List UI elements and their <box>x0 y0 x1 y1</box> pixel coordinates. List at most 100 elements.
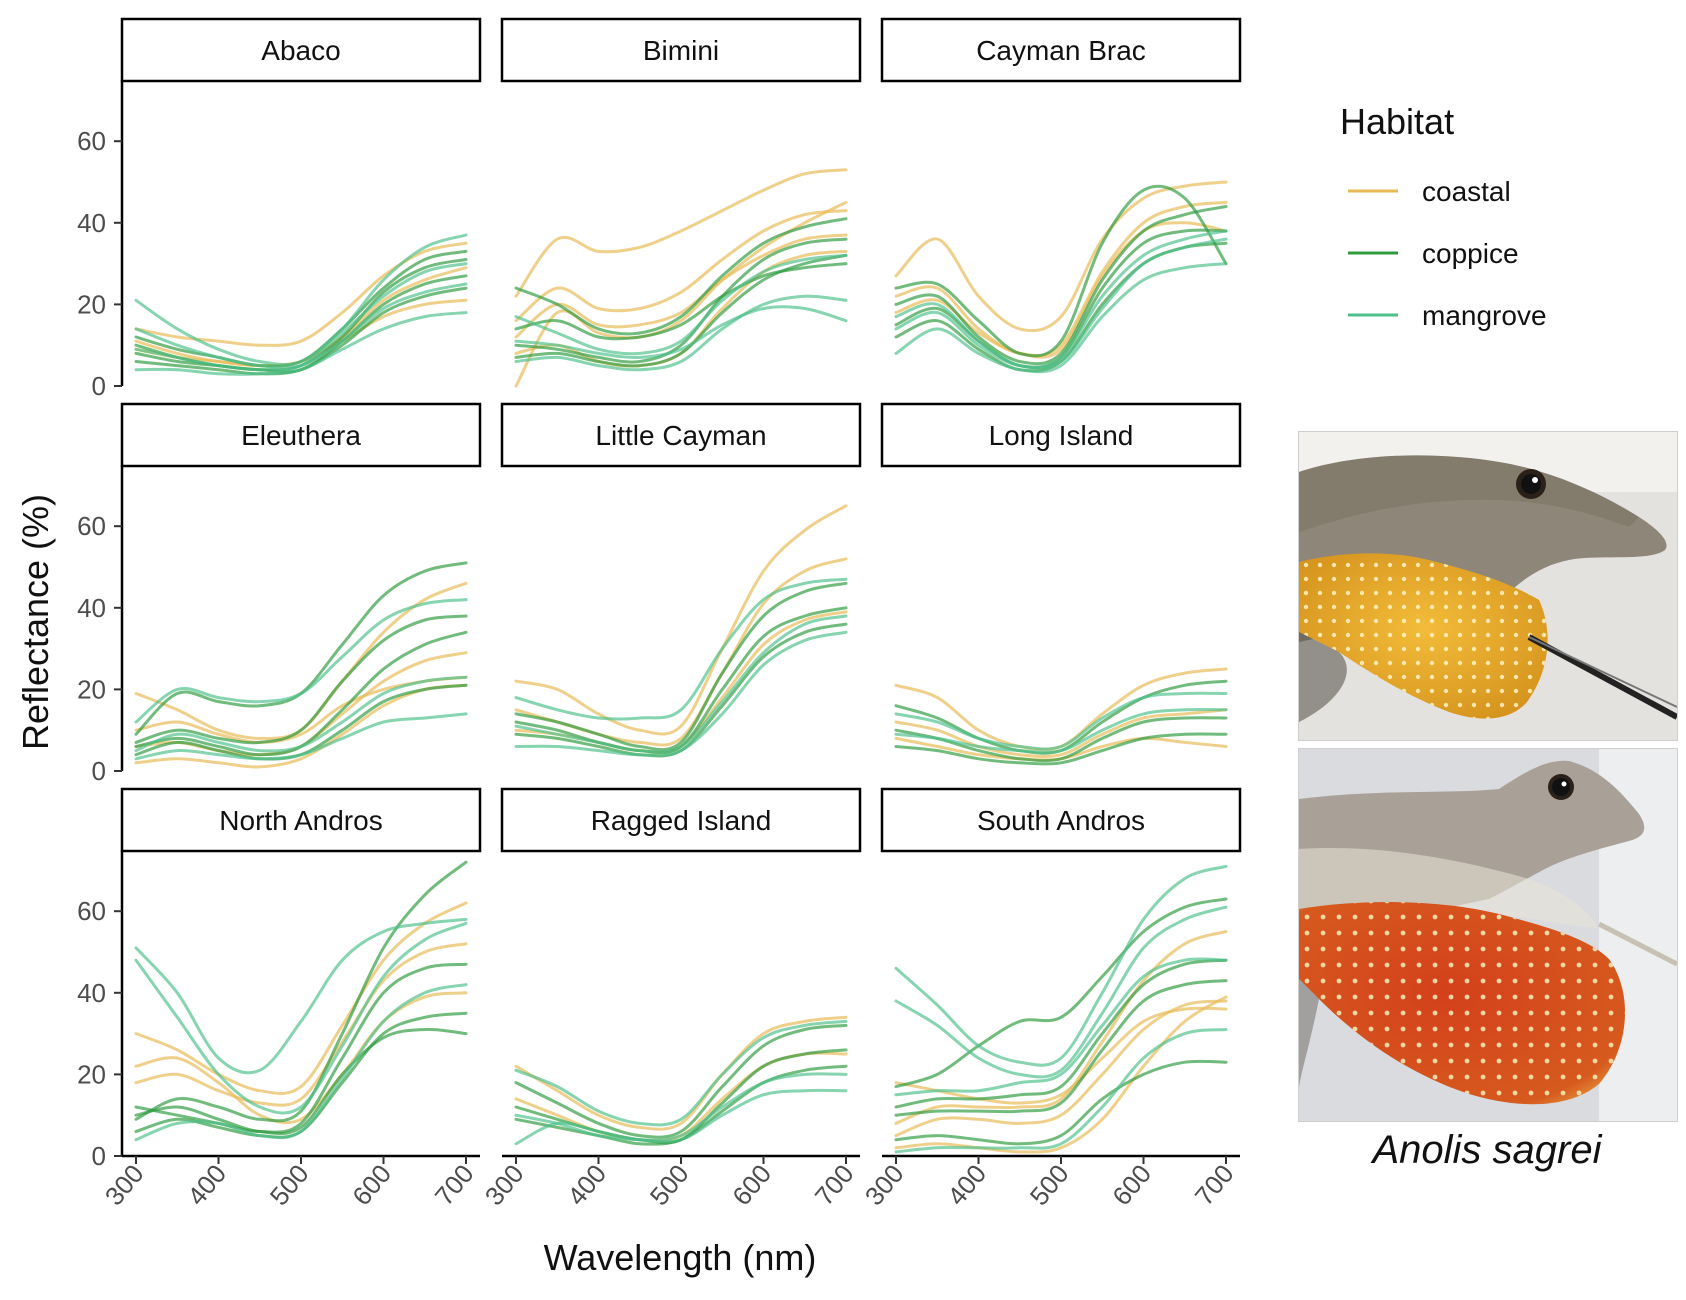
series-line-mangrove <box>514 253 848 356</box>
legend-label-coastal: coastal <box>1422 176 1511 207</box>
series-line-mangrove <box>134 675 468 753</box>
series-line-mangrove <box>134 233 468 366</box>
x-tick-label: 300 <box>859 1159 910 1212</box>
series-line-coastal <box>134 991 468 1125</box>
y-tick-label: 20 <box>77 1059 106 1089</box>
legend-title: Habitat <box>1340 101 1454 142</box>
series-line-coppice <box>894 205 1228 366</box>
series-lines <box>894 180 1228 374</box>
series-line-coppice <box>134 962 468 1134</box>
facet-strip <box>500 402 862 468</box>
facet-strip <box>500 787 862 853</box>
series-line-coastal <box>894 200 1228 358</box>
y-tick-label: 20 <box>77 289 106 319</box>
series-line-coppice <box>514 581 848 752</box>
series-line-coppice <box>134 1027 468 1136</box>
x-tick-label: 700 <box>809 1159 860 1212</box>
series-line-mangrove <box>134 983 468 1142</box>
series-line-coastal <box>134 901 468 1096</box>
series-line-coppice <box>134 614 468 745</box>
series-line-mangrove <box>514 305 848 360</box>
series-line-mangrove <box>134 311 468 376</box>
species-caption: Anolis sagrei <box>1372 1128 1602 1172</box>
series-lines <box>134 233 468 376</box>
x-tick-label: 400 <box>561 1159 612 1212</box>
facet-title: Cayman Brac <box>976 35 1146 66</box>
x-tick-label: 400 <box>181 1159 232 1212</box>
legend-label-mangrove: mangrove <box>1422 300 1547 331</box>
facet-title: Abaco <box>261 35 340 66</box>
series-line-coastal <box>894 930 1228 1125</box>
y-tick-label: 60 <box>77 896 106 926</box>
series-line-coppice <box>894 184 1228 358</box>
facet-title: Ragged Island <box>591 805 772 836</box>
facet-strip <box>500 17 862 83</box>
series-line-mangrove <box>894 229 1228 369</box>
series-line-coastal <box>134 942 468 1107</box>
y-tick-label: 60 <box>77 126 106 156</box>
x-tick-label: 600 <box>726 1159 777 1212</box>
facet-panel: Bimini <box>500 17 862 388</box>
series-line-coastal <box>514 1015 848 1131</box>
x-tick-label: 700 <box>1189 1159 1240 1212</box>
series-line-coastal <box>894 1006 1228 1105</box>
series-line-mangrove <box>894 905 1228 1079</box>
facet-strip <box>120 17 482 83</box>
legend: Habitat coastal coppice mangrove <box>1340 101 1547 331</box>
facet-strip <box>880 402 1242 468</box>
series-line-mangrove <box>894 262 1228 374</box>
series-line-coppice <box>894 732 1228 766</box>
series-line-coastal <box>514 209 848 323</box>
series-line-mangrove <box>514 1072 848 1146</box>
series-line-mangrove <box>514 1019 848 1127</box>
facet-panel: Ragged Island 300 400 500 600 700 <box>479 787 862 1212</box>
series-line-coastal <box>514 168 848 298</box>
series-lines <box>514 1015 848 1146</box>
facet-panel: South Andros 300 400 500 600 700 <box>859 787 1242 1212</box>
x-tick-label: 700 <box>429 1159 480 1212</box>
series-lines <box>514 504 848 758</box>
series-line-mangrove <box>134 921 468 1115</box>
series-line-coastal <box>894 995 1228 1154</box>
x-tick-label: 300 <box>479 1159 530 1212</box>
facet-panel: Eleuthera 0 20 40 60 <box>77 402 482 786</box>
series-line-mangrove <box>514 1088 848 1144</box>
series-line-mangrove <box>894 864 1228 1067</box>
legend-label-coppice: coppice <box>1422 238 1519 269</box>
series-lines <box>514 168 848 388</box>
x-tick-label: 500 <box>1024 1159 1075 1212</box>
series-line-coppice <box>514 253 848 368</box>
y-tick-label: 40 <box>77 978 106 1008</box>
anole-red-dewlap-photo <box>1298 748 1678 1122</box>
facet-title: North Andros <box>219 805 382 836</box>
y-tick-label: 0 <box>92 371 106 401</box>
x-tick-label: 600 <box>1106 1159 1157 1212</box>
series-line-coastal <box>134 241 468 347</box>
facet-title: Bimini <box>643 35 719 66</box>
series-line-coastal <box>514 233 848 339</box>
series-line-mangrove <box>514 294 848 372</box>
series-line-coastal <box>894 708 1228 759</box>
series-line-mangrove <box>514 614 848 754</box>
y-tick-label: 40 <box>77 593 106 623</box>
series-line-mangrove <box>894 237 1228 370</box>
x-axis-label: Wavelength (nm) <box>544 1237 817 1278</box>
series-line-mangrove <box>134 262 468 372</box>
y-axis-label: Reflectance (%) <box>15 494 56 750</box>
series-line-coppice <box>894 958 1228 1109</box>
series-line-mangrove <box>894 707 1228 754</box>
anole-yellow-dewlap-photo <box>1298 431 1678 741</box>
facet-panel: Abaco 0 20 40 60 <box>77 17 482 401</box>
series-line-mangrove <box>134 917 468 1075</box>
x-tick-label: 300 <box>99 1159 150 1212</box>
y-tick-label: 0 <box>92 1141 106 1171</box>
series-lines <box>134 561 468 769</box>
series-line-mangrove <box>134 712 468 761</box>
facet-strip <box>880 17 1242 83</box>
series-line-coastal <box>134 675 468 744</box>
facet-title: Eleuthera <box>241 420 361 451</box>
series-line-coppice <box>894 897 1228 1089</box>
series-lines <box>894 667 1228 766</box>
y-tick-label: 40 <box>77 208 106 238</box>
